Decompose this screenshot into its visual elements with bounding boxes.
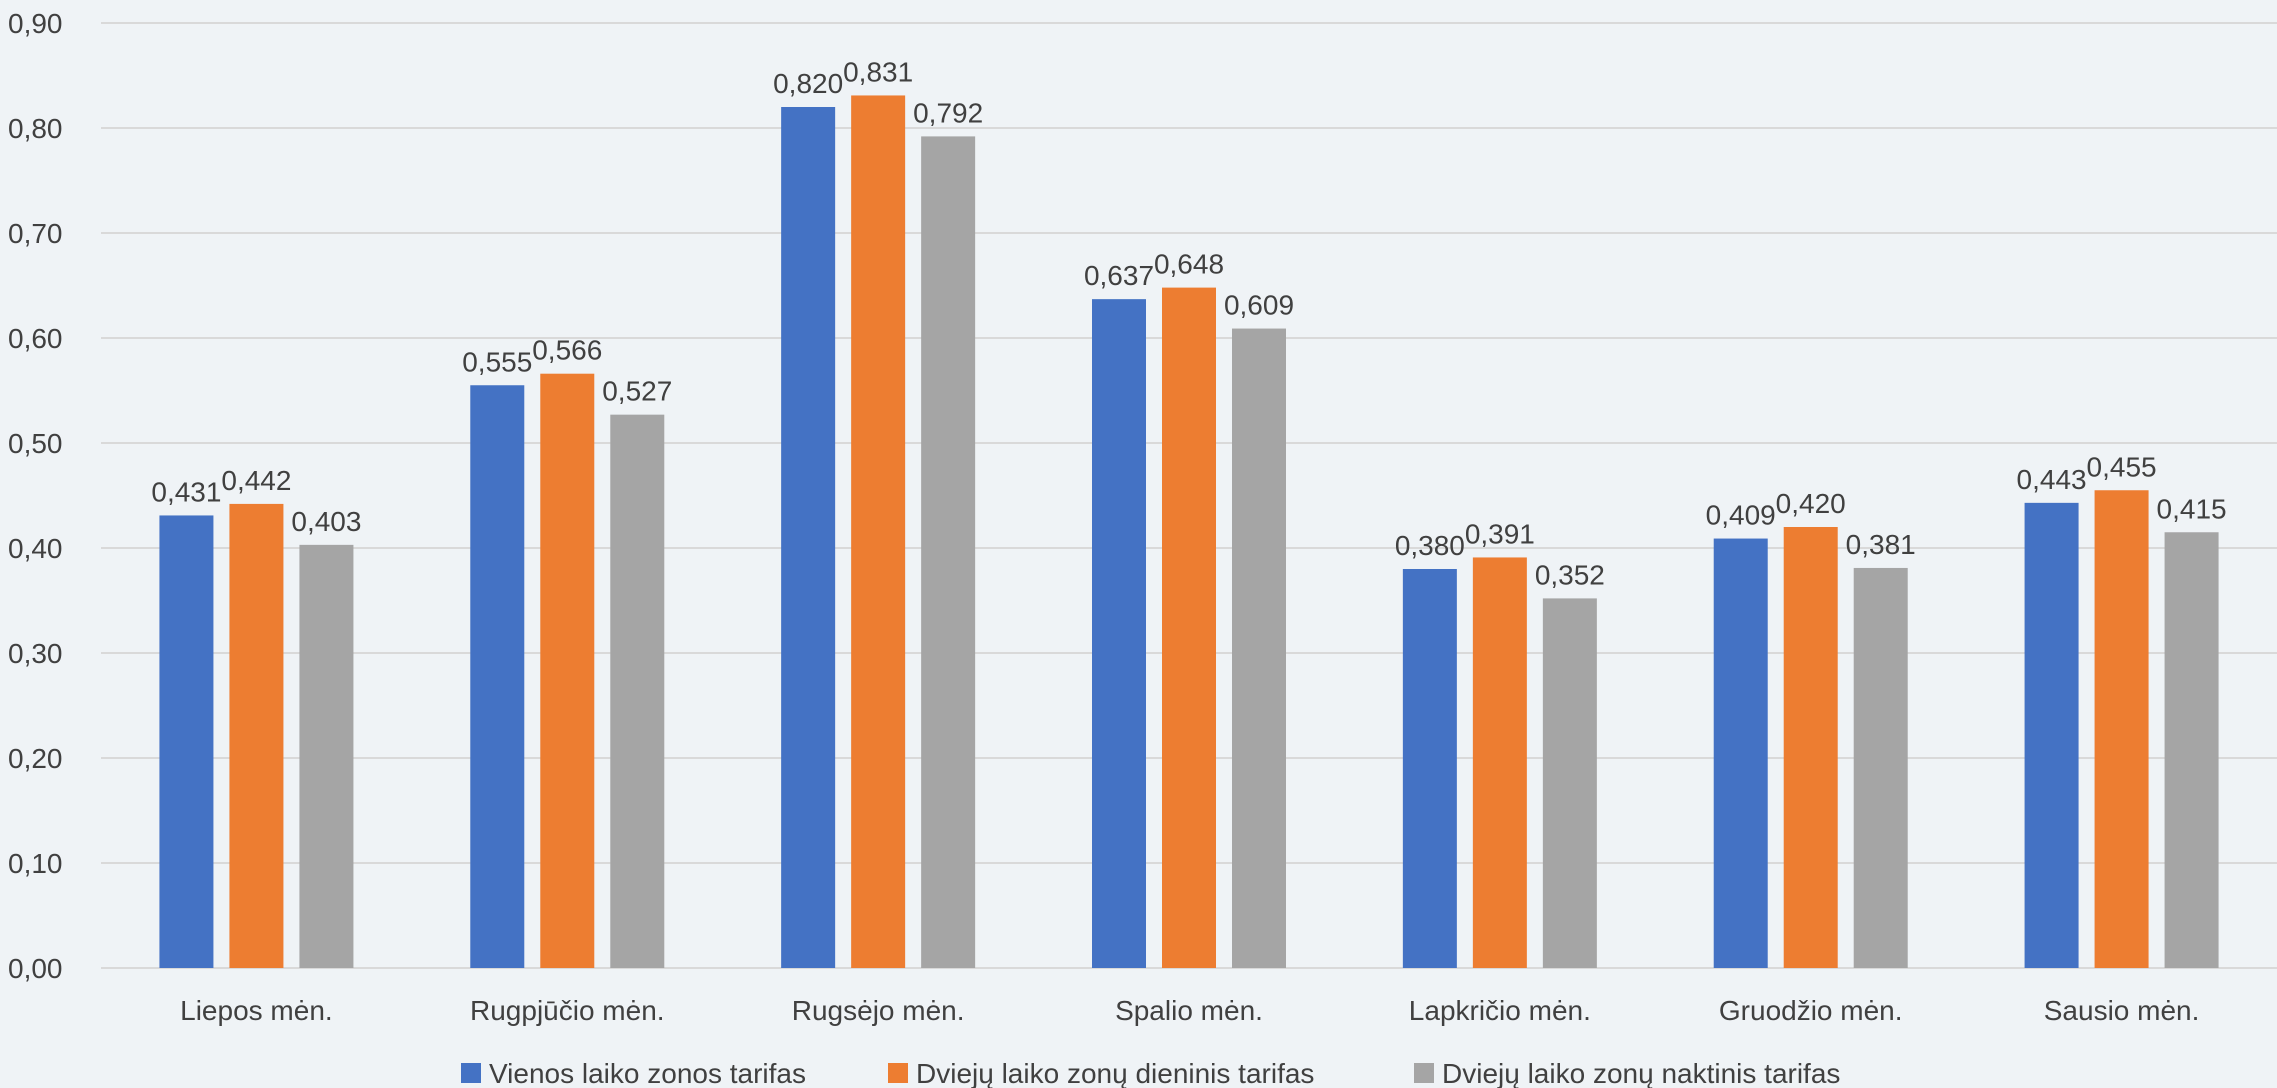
bar bbox=[781, 107, 836, 968]
data-label: 0,409 bbox=[1706, 500, 1776, 531]
x-category-label: Spalio mėn. bbox=[1115, 995, 1263, 1026]
x-category-label: Rugpjūčio mėn. bbox=[470, 995, 665, 1026]
data-label: 0,455 bbox=[2087, 451, 2157, 482]
data-label: 0,820 bbox=[773, 68, 843, 99]
legend[interactable]: Vienos laiko zonos tarifas Dviejų laiko z… bbox=[461, 1058, 1840, 1088]
bar bbox=[1542, 598, 1597, 968]
legend-label[interactable]: Dviejų laiko zonų naktinis tarifas bbox=[1442, 1058, 1840, 1088]
bars bbox=[159, 95, 2219, 969]
x-category-label: Sausio mėn. bbox=[2044, 995, 2200, 1026]
bar bbox=[229, 503, 284, 968]
bar bbox=[2094, 490, 2149, 968]
x-axis-category-labels: Liepos mėn. Rugpjūčio mėn. Rugsėjo mėn. Spa… bbox=[180, 995, 2199, 1026]
data-label: 0,420 bbox=[1776, 488, 1846, 519]
bar bbox=[159, 515, 214, 968]
x-category-label: Rugsėjo mėn. bbox=[792, 995, 965, 1026]
data-label: 0,637 bbox=[1084, 260, 1154, 291]
y-axis-tick-labels: 0,00 0,10 0,20 0,30 0,40 0,50 0,60 0,70 0,80 0,90 bbox=[8, 8, 63, 984]
bar bbox=[851, 95, 906, 968]
bar bbox=[921, 136, 976, 968]
y-tick-label: 0,40 bbox=[8, 533, 63, 564]
legend-label[interactable]: Vienos laiko zonos tarifas bbox=[489, 1058, 806, 1088]
data-label: 0,566 bbox=[532, 335, 602, 366]
x-category-label: Liepos mėn. bbox=[180, 995, 333, 1026]
x-category-label: Gruodžio mėn. bbox=[1719, 995, 1903, 1026]
data-label: 0,431 bbox=[151, 476, 221, 507]
data-label: 0,527 bbox=[602, 376, 672, 407]
bar bbox=[1162, 287, 1216, 969]
data-label: 0,403 bbox=[291, 506, 361, 537]
data-label: 0,381 bbox=[1846, 529, 1916, 560]
data-label: 0,352 bbox=[1535, 559, 1605, 590]
bar bbox=[1713, 538, 1768, 968]
bar bbox=[1092, 299, 1146, 968]
y-tick-label: 0,00 bbox=[8, 953, 63, 984]
bar bbox=[1853, 567, 1908, 968]
data-label: 0,442 bbox=[221, 465, 291, 496]
data-label: 0,415 bbox=[2157, 493, 2227, 524]
bar bbox=[470, 385, 525, 968]
data-label: 0,609 bbox=[1224, 290, 1294, 321]
y-tick-label: 0,20 bbox=[8, 743, 63, 774]
x-category-label: Lapkričio mėn. bbox=[1409, 995, 1591, 1026]
data-label: 0,792 bbox=[913, 97, 983, 128]
y-tick-label: 0,10 bbox=[8, 848, 63, 879]
bar bbox=[1232, 328, 1286, 968]
data-label: 0,443 bbox=[2017, 464, 2087, 495]
bar bbox=[2024, 502, 2079, 968]
y-tick-label: 0,60 bbox=[8, 323, 63, 354]
legend-label[interactable]: Dviejų laiko zonų dieninis tarifas bbox=[916, 1058, 1314, 1088]
data-label: 0,648 bbox=[1154, 249, 1224, 280]
bar bbox=[610, 414, 665, 968]
bar bbox=[1783, 527, 1838, 968]
legend-swatch bbox=[461, 1063, 481, 1083]
bar bbox=[1472, 557, 1527, 968]
data-label: 0,391 bbox=[1465, 518, 1535, 549]
bar bbox=[1402, 569, 1457, 968]
y-tick-label: 0,30 bbox=[8, 638, 63, 669]
bar bbox=[299, 544, 354, 968]
bar bbox=[2164, 532, 2219, 968]
y-tick-label: 0,80 bbox=[8, 113, 63, 144]
data-label: 0,380 bbox=[1395, 530, 1465, 561]
y-tick-label: 0,70 bbox=[8, 218, 63, 249]
bar bbox=[540, 373, 595, 968]
legend-swatch bbox=[1414, 1063, 1434, 1083]
legend-swatch bbox=[888, 1063, 908, 1083]
y-tick-label: 0,90 bbox=[8, 8, 63, 39]
data-label: 0,831 bbox=[843, 56, 913, 87]
data-label: 0,555 bbox=[462, 346, 532, 377]
y-tick-label: 0,50 bbox=[8, 428, 63, 459]
